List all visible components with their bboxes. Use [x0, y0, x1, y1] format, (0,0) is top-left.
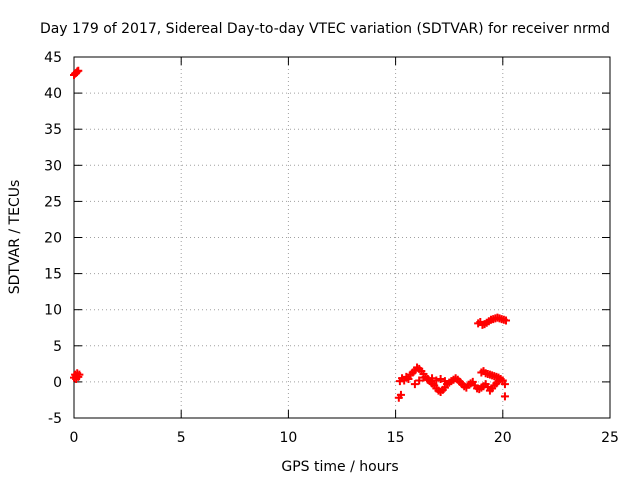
chart-title: Day 179 of 2017, Sidereal Day-to-day VTE… — [40, 21, 610, 37]
data-point — [500, 380, 509, 389]
data-point — [396, 390, 405, 399]
plot-frame — [73, 56, 611, 419]
y-tick-label: 30 — [44, 158, 62, 174]
x-tick-label: 15 — [387, 430, 405, 446]
y-tick-label: 10 — [44, 303, 62, 319]
y-tick-label: 0 — [53, 375, 62, 391]
x-tick-label: 25 — [601, 430, 619, 446]
y-tick-label: 25 — [44, 194, 62, 210]
tick-labels: 0 5 10 15 20 25 -5 0 5 10 15 20 25 30 35 40 45 — [44, 50, 619, 446]
y-tick-label: 5 — [53, 339, 62, 355]
y-tick-label: 40 — [44, 86, 62, 102]
y-tick-label: 20 — [44, 231, 62, 247]
data-point — [502, 316, 511, 325]
data-point — [74, 66, 83, 75]
data-point — [419, 373, 428, 382]
y-tick-label: 35 — [44, 122, 62, 138]
y-axis-label: SDTVAR / TECUs — [7, 180, 23, 295]
y-tick-label: 45 — [44, 50, 62, 66]
data-point — [500, 392, 509, 401]
data-points — [70, 66, 511, 402]
data-point — [415, 376, 424, 385]
data-point — [410, 380, 419, 389]
x-tick-label: 0 — [70, 430, 79, 446]
x-tick-label: 20 — [494, 430, 512, 446]
x-tick-label: 5 — [177, 430, 186, 446]
data-point — [494, 373, 503, 382]
y-tick-label: 15 — [44, 267, 62, 283]
data-point — [428, 374, 437, 383]
x-axis-label: GPS time / hours — [281, 459, 398, 475]
grid-lines — [74, 57, 610, 418]
data-point — [436, 375, 445, 384]
x-tick-label: 10 — [279, 430, 297, 446]
y-tick-label: -5 — [48, 411, 62, 427]
data-point — [75, 370, 84, 379]
data-point — [432, 376, 441, 385]
data-point — [404, 375, 413, 384]
data-point — [72, 375, 81, 384]
data-point — [423, 375, 432, 384]
